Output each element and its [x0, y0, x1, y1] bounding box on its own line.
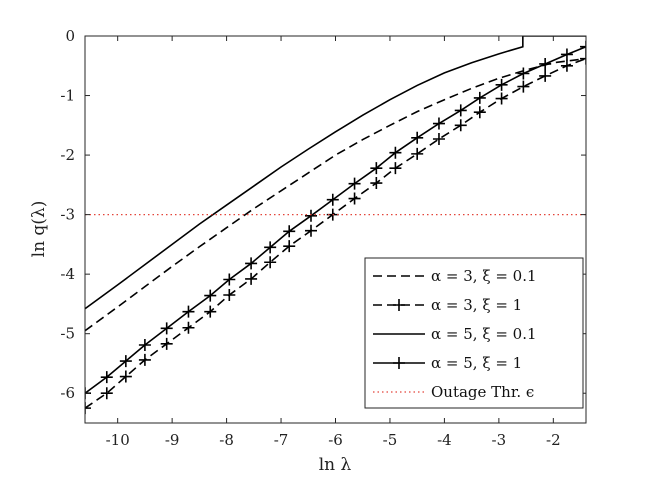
series-2-marker [160, 337, 173, 350]
y-tick-label: -1 [60, 87, 75, 105]
legend-label-2: α = 3, ξ = 1 [431, 296, 522, 314]
series-2-marker [138, 353, 151, 366]
series-2-marker [264, 256, 277, 269]
axes-layer: -10 -9 -8 -7 -6 -5 -4 -3 -2 0 -1 -2 -3 -4 -5 -6 [60, 27, 587, 449]
series-4-marker [283, 225, 296, 238]
series-2-marker [473, 106, 486, 119]
x-tick-label: -3 [492, 431, 507, 449]
y-tick-label: -3 [60, 206, 75, 224]
x-tick-label: -2 [546, 431, 561, 449]
series-2-marker [182, 321, 195, 334]
series-4-marker [204, 289, 217, 302]
x-tick-label: -7 [274, 431, 289, 449]
series-2-marker [283, 240, 296, 253]
series-2-marker [432, 133, 445, 146]
series-4-marker [138, 339, 151, 352]
x-tick-label: -5 [383, 431, 398, 449]
legend-label-5: Outage Thr. ϵ [431, 383, 534, 401]
y-tick-label: -2 [60, 146, 75, 164]
series-4-marker [580, 40, 586, 53]
legend: α = 3, ξ = 0.1 α = 3, ξ = 1 α = 5, ξ = 0.1… [364, 257, 584, 409]
x-tick-label: -4 [437, 431, 452, 449]
series-2-marker [204, 305, 217, 318]
series-4-marker [370, 162, 383, 175]
y-tick-label: -6 [60, 384, 75, 402]
series-2-marker [119, 370, 132, 383]
series-4-marker [182, 305, 195, 318]
series-2-marker [454, 119, 467, 132]
series-2-marker [517, 80, 530, 93]
series-2-marker [539, 69, 552, 82]
series-4-marker [432, 117, 445, 130]
x-tick-label: -9 [165, 431, 180, 449]
y-tick-label: -4 [60, 265, 75, 283]
series-4-marker [304, 209, 317, 222]
legend-marker-2 [393, 299, 405, 311]
series-2-marker [370, 177, 383, 190]
series-2-marker [560, 59, 573, 72]
series-4-marker [517, 67, 530, 80]
y-axis-label: ln q(λ) [29, 201, 49, 258]
legend-box [364, 257, 584, 409]
series-2-marker [245, 272, 258, 285]
series-4-marker [348, 177, 361, 190]
x-tick-label: -10 [106, 431, 130, 449]
series-4-marker [119, 355, 132, 368]
y-tick-label: -5 [60, 325, 75, 343]
series-2-marker [411, 147, 424, 160]
series-2-marker [85, 402, 91, 415]
series-2-marker [348, 192, 361, 205]
series-line-3 [85, 36, 586, 310]
series-2-marker [304, 224, 317, 237]
legend-label-3: α = 5, ξ = 0.1 [431, 325, 537, 343]
series-2-marker [223, 288, 236, 301]
x-tick-label: -8 [219, 431, 234, 449]
series-2-marker [100, 387, 113, 400]
series-4-marker [411, 131, 424, 144]
series-layer [85, 36, 586, 415]
series-4-marker [245, 257, 258, 270]
series-4-marker [326, 193, 339, 206]
legend-label-1: α = 3, ξ = 0.1 [431, 267, 537, 285]
x-tick-label: -6 [328, 431, 343, 449]
series-4-marker [473, 91, 486, 104]
series-4-marker [264, 241, 277, 254]
series-2-marker [389, 162, 402, 175]
series-2-marker [495, 92, 508, 105]
y-tick-label: 0 [65, 27, 75, 45]
legend-marker-4 [393, 357, 405, 369]
series-4-marker [560, 48, 573, 61]
legend-label-4: α = 5, ξ = 1 [431, 354, 522, 372]
series-4-marker [495, 78, 508, 91]
series-4-marker [100, 371, 113, 384]
series-4-marker [160, 322, 173, 335]
x-axis-label: ln λ [319, 455, 352, 475]
series-4-marker [223, 273, 236, 286]
series-4-marker [389, 146, 402, 159]
series-4-marker [454, 104, 467, 117]
series-4-marker [539, 57, 552, 70]
series-2-marker [580, 52, 586, 65]
